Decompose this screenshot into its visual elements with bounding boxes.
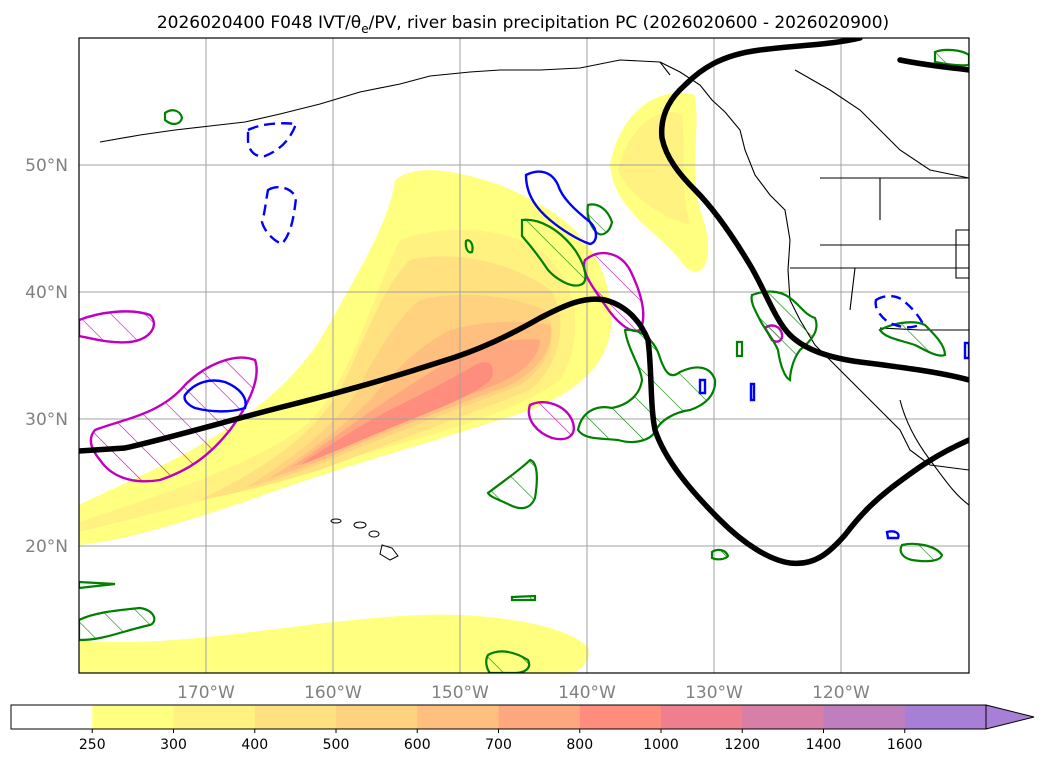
lon-label: 150°W <box>431 683 489 703</box>
colorbar-segment <box>823 705 906 729</box>
colorbar-segment <box>11 705 93 729</box>
colorbar-tick-label: 500 <box>323 737 350 753</box>
colorbar-segment <box>173 705 256 729</box>
colorbar-segment <box>579 705 662 729</box>
lon-label: 140°W <box>558 683 616 703</box>
map-area <box>79 38 969 673</box>
colorbar-tick-label: 250 <box>79 737 106 753</box>
hawaii-islands <box>330 518 399 561</box>
colorbar-segment <box>742 705 824 729</box>
lon-label: 160°W <box>304 683 362 703</box>
map-title: 2026020400 F048 IVT/θe/PV, river basin p… <box>157 13 889 36</box>
coastlines <box>99 59 969 506</box>
lat-label: 20°N <box>25 537 68 557</box>
lat-label: 40°N <box>25 283 68 303</box>
lon-label: 130°W <box>685 683 743 703</box>
blue-contours <box>183 122 969 540</box>
colorbar-segment <box>904 705 987 729</box>
colorbar-tick-label: 700 <box>485 737 512 753</box>
lat-tick-labels: 50°N 40°N 30°N 20°N <box>25 156 68 557</box>
colorbar-tick-label: 1000 <box>643 737 679 753</box>
colorbar-extend-arrow <box>985 704 1035 730</box>
colorbar-tick-label: 400 <box>241 737 268 753</box>
colorbar-segment <box>92 705 174 729</box>
colorbar-segment <box>336 705 418 729</box>
colorbar-segment <box>417 705 499 729</box>
colorbar-tick-label: 1600 <box>887 737 923 753</box>
map-frame <box>78 37 970 674</box>
colorbar-tick-label: 600 <box>404 737 431 753</box>
lon-label: 120°W <box>812 683 870 703</box>
colorbar-segment <box>254 705 337 729</box>
colorbar-segment <box>498 705 581 729</box>
lon-tick-labels: 170°W 160°W 150°W 140°W 130°W 120°W <box>177 683 870 703</box>
lat-label: 50°N <box>25 156 68 176</box>
lat-label: 30°N <box>25 410 68 430</box>
lon-label: 170°W <box>177 683 235 703</box>
colorbar-tick-label: 300 <box>160 737 187 753</box>
black-contours <box>79 38 969 567</box>
colorbar: 250 300 400 500 600 700 800 1000 1200 1400 1600 <box>10 704 1035 753</box>
gridlines <box>79 38 969 673</box>
colorbar-tick-label: 1400 <box>806 737 842 753</box>
colorbar-tick-label: 800 <box>566 737 593 753</box>
colorbar-tick-label: 1200 <box>724 737 760 753</box>
green-contours <box>79 48 969 673</box>
colorbar-segment <box>661 705 743 729</box>
